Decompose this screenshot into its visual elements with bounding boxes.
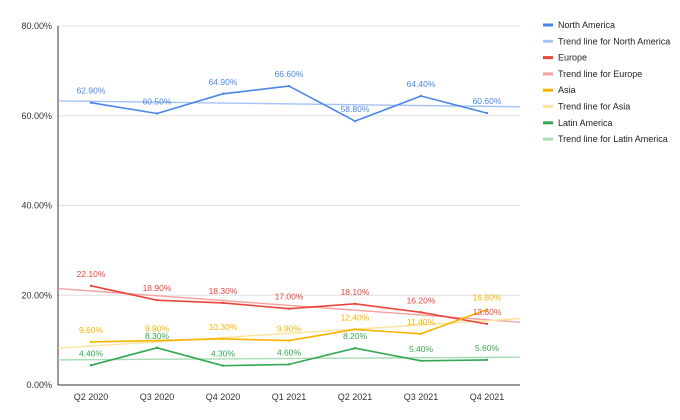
data-point-north-america [221,92,225,95]
legend-label: Trend line for Europe [558,69,642,79]
x-tick-label: Q1 2021 [272,392,307,402]
x-tick-label: Q3 2020 [140,392,175,402]
y-tick-label: 40.00% [21,201,52,211]
data-point-latin-america [485,358,489,362]
data-label-asia: 9.90% [145,324,170,334]
x-axis-ticks: Q2 2020 Q3 2020 Q4 2020 Q1 2021 Q2 2021 Q3 20… [74,392,505,402]
data-label-latin-america: 4.30% [211,349,236,359]
data-point-north-america [419,94,423,98]
data-point-asia [353,328,357,331]
legend-label: Europe [558,53,587,63]
data-point-europe [485,322,489,326]
y-tick-label: 20.00% [21,290,52,300]
x-tick-label: Q4 2020 [206,392,241,402]
data-point-asia [287,339,291,342]
data-point-europe [287,307,291,310]
data-point-asia [419,332,423,336]
data-point-europe [155,298,159,302]
y-tick-label: 60.00% [21,111,52,121]
data-point-asia [89,340,93,344]
data-label-north-america: 66.60% [275,69,304,79]
data-point-europe [353,302,357,305]
x-tick-label: Q2 2021 [338,392,373,402]
data-label-asia: 9.60% [79,325,104,335]
data-point-north-america [89,101,93,104]
data-point-asia [485,308,489,311]
legend-label: Latin America [558,118,613,128]
data-label-latin-america: 4.60% [277,347,302,357]
legend-label: Trend line for Latin America [558,134,668,144]
data-label-europe: 22.10% [77,269,106,279]
data-label-north-america: 60.60% [473,96,502,106]
data-label-europe: 18.10% [341,287,370,297]
trend-lines [57,100,521,361]
data-label-latin-america: 5.60% [475,343,500,353]
trend-line-trend-line-for-latin-america [57,356,521,361]
data-point-latin-america [89,364,93,367]
chart-legend: North America Trend line for North Americ… [543,20,670,144]
data-label-north-america: 62.90% [77,86,106,96]
data-label-north-america: 60.50% [143,97,172,107]
data-point-asia [221,337,225,340]
legend-label: Asia [558,85,576,95]
data-point-north-america [485,111,489,115]
data-label-europe: 18.30% [209,286,238,296]
x-tick-label: Q3 2021 [404,392,439,402]
data-point-north-america [155,112,159,115]
data-label-europe: 16.20% [407,295,436,305]
data-label-asia: 10.30% [209,322,238,332]
trend-line-trend-line-for-asia [57,317,521,349]
data-label-north-america: 58.80% [341,104,370,114]
data-labels: 62.90% 60.50% 64.90% 66.60% 58.80% 64.40% 60.6… [77,69,502,359]
y-tick-label: 0.00% [26,380,52,390]
data-label-north-america: 64.90% [209,77,238,87]
data-label-europe: 18.90% [143,283,172,293]
data-point-latin-america [353,347,357,350]
data-series [89,84,489,367]
trend-line-trend-line-for-north-america [57,100,521,108]
data-point-latin-america [419,359,423,362]
x-tick-label: Q4 2021 [470,392,505,402]
x-tick-label: Q2 2020 [74,392,109,402]
data-label-latin-america: 4.40% [79,348,104,358]
data-point-europe [89,284,93,288]
data-point-latin-america [287,363,291,366]
legend-label: Trend line for Asia [558,102,630,112]
data-point-europe [419,311,423,314]
data-label-latin-america: 8.20% [343,331,368,341]
data-point-latin-america [221,364,225,367]
data-label-europe: 13.60% [473,307,502,317]
data-label-asia: 12.40% [341,312,370,322]
legend-label: North America [558,20,615,30]
legend-label: Trend line for North America [558,36,670,46]
data-label-europe: 17.00% [275,292,304,302]
data-label-asia: 9.90% [277,324,302,334]
data-label-latin-america: 5.40% [409,344,434,354]
data-label-latin-america: 8.30% [145,331,170,341]
y-axis-ticks: 0.00% 20.00% 40.00% 60.00% 80.00% [21,21,52,390]
data-point-latin-america [155,346,159,349]
data-point-north-america [287,84,291,88]
data-point-asia [155,339,159,342]
data-label-north-america: 64.40% [407,79,436,89]
data-point-north-america [353,119,357,123]
y-tick-label: 80.00% [21,21,52,31]
data-label-asia: 16.80% [473,293,502,303]
data-point-europe [221,301,225,305]
data-label-asia: 11.40% [407,317,436,327]
